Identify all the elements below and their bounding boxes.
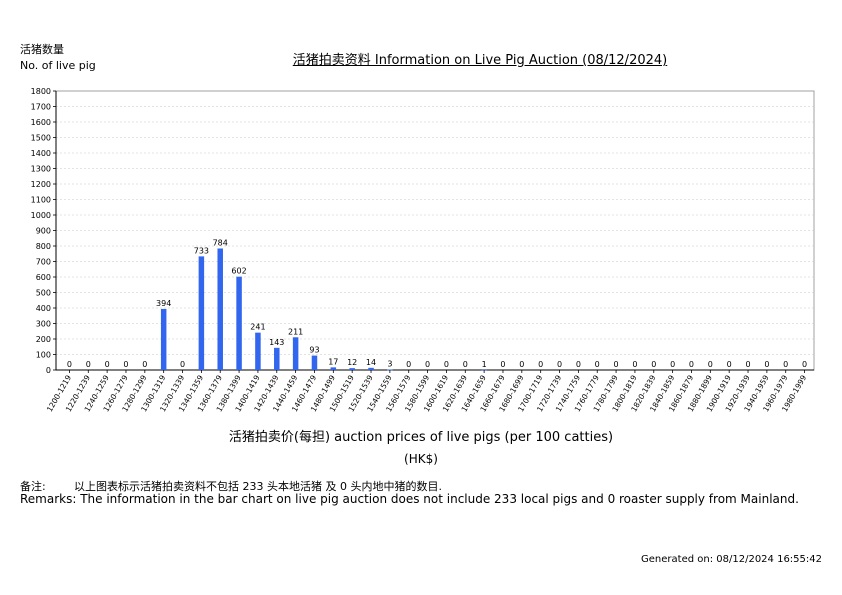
- data-label: 0: [614, 360, 619, 369]
- data-label: 3: [387, 360, 392, 369]
- data-label: 0: [745, 360, 750, 369]
- chart-title: 活猪拍卖资料 Information on Live Pig Auction (…: [292, 53, 668, 68]
- data-label: 0: [180, 360, 185, 369]
- y-tick-label: 500: [36, 289, 51, 298]
- bar: [236, 276, 242, 370]
- bar: [311, 355, 318, 370]
- y-tick-label: 1500: [31, 134, 51, 143]
- plot-area: [55, 90, 815, 371]
- data-label: 0: [576, 360, 581, 369]
- data-label: 0: [802, 360, 807, 369]
- data-label: 0: [519, 360, 524, 369]
- data-label: 93: [309, 346, 319, 355]
- data-label: 1: [482, 360, 487, 369]
- data-label: 0: [444, 360, 449, 369]
- data-label: 14: [366, 358, 376, 367]
- data-label: 0: [406, 360, 411, 369]
- data-label: 211: [288, 327, 303, 336]
- bar: [255, 332, 261, 370]
- data-label: 0: [557, 360, 562, 369]
- data-label: 0: [500, 360, 505, 369]
- y-tick-label: 400: [36, 304, 51, 313]
- bar: [160, 308, 167, 370]
- data-label: 602: [231, 267, 246, 276]
- bar: [292, 337, 299, 370]
- y-tick-label: 1400: [31, 149, 51, 158]
- bar-chart: 0100200300400500600700800900100011001200…: [31, 87, 815, 413]
- y-tick-label: 1100: [31, 196, 51, 205]
- y-tick-label: 1000: [31, 211, 51, 220]
- y-tick-label: 900: [36, 227, 51, 236]
- y-tick-label: 700: [36, 258, 51, 267]
- bar: [368, 367, 374, 370]
- currency-unit: (HK$): [404, 452, 438, 466]
- y-axis-title-cn: 活猪数量: [20, 43, 64, 56]
- y-tick-label: 200: [36, 335, 51, 344]
- bar: [198, 256, 205, 370]
- data-label: 0: [105, 360, 110, 369]
- y-tick-label: 1600: [31, 118, 51, 127]
- bar: [217, 248, 223, 370]
- y-tick-label: 0: [46, 366, 51, 375]
- data-label: 0: [783, 360, 788, 369]
- data-label: 0: [463, 360, 468, 369]
- y-tick-label: 1200: [31, 180, 51, 189]
- data-label: 0: [708, 360, 713, 369]
- data-label: 0: [595, 360, 600, 369]
- data-label: 0: [689, 360, 694, 369]
- y-tick-label: 800: [36, 242, 51, 251]
- y-tick-label: 1700: [31, 103, 51, 112]
- bar: [349, 368, 355, 370]
- data-label: 0: [538, 360, 543, 369]
- bar: [330, 367, 337, 370]
- data-label: 733: [194, 246, 209, 255]
- data-label: 0: [142, 360, 147, 369]
- y-axis-title: 活猪数量 No. of live pig: [20, 42, 96, 74]
- data-label: 0: [425, 360, 430, 369]
- y-tick-label: 1800: [31, 87, 51, 96]
- y-tick-label: 100: [36, 351, 51, 360]
- data-label: 0: [727, 360, 732, 369]
- data-label: 784: [213, 238, 228, 247]
- y-axis-title-en: No. of live pig: [20, 59, 96, 72]
- data-label: 394: [156, 299, 171, 308]
- generated-timestamp: Generated on: 08/12/2024 16:55:42: [641, 554, 822, 565]
- bar: [274, 347, 280, 370]
- data-label: 0: [651, 360, 656, 369]
- data-label: 0: [670, 360, 675, 369]
- x-axis-title: 活猪拍卖价(每担) auction prices of live pigs (p…: [228, 430, 614, 445]
- data-label: 0: [764, 360, 769, 369]
- y-tick-label: 300: [36, 320, 51, 329]
- remark-chinese: 备注: 以上图表标示活猪拍卖资料不包括 233 头本地活猪 及 0 头内地中猪的数…: [20, 478, 442, 494]
- remark-chinese-prefix: 备注:: [20, 480, 46, 493]
- data-label: 0: [86, 360, 91, 369]
- data-label: 0: [67, 360, 72, 369]
- y-tick-label: 600: [36, 273, 51, 282]
- data-label: 12: [347, 358, 357, 367]
- data-label: 17: [328, 357, 338, 366]
- bar: [387, 369, 393, 371]
- y-tick-label: 1300: [31, 165, 51, 174]
- data-label: 0: [123, 360, 128, 369]
- remark-chinese-text: 以上图表标示活猪拍卖资料不包括 233 头本地活猪 及 0 头内地中猪的数目.: [74, 480, 442, 493]
- remark-english: Remarks: The information in the bar char…: [20, 492, 799, 506]
- data-label: 0: [632, 360, 637, 369]
- data-label: 241: [250, 323, 265, 332]
- data-label: 143: [269, 338, 284, 347]
